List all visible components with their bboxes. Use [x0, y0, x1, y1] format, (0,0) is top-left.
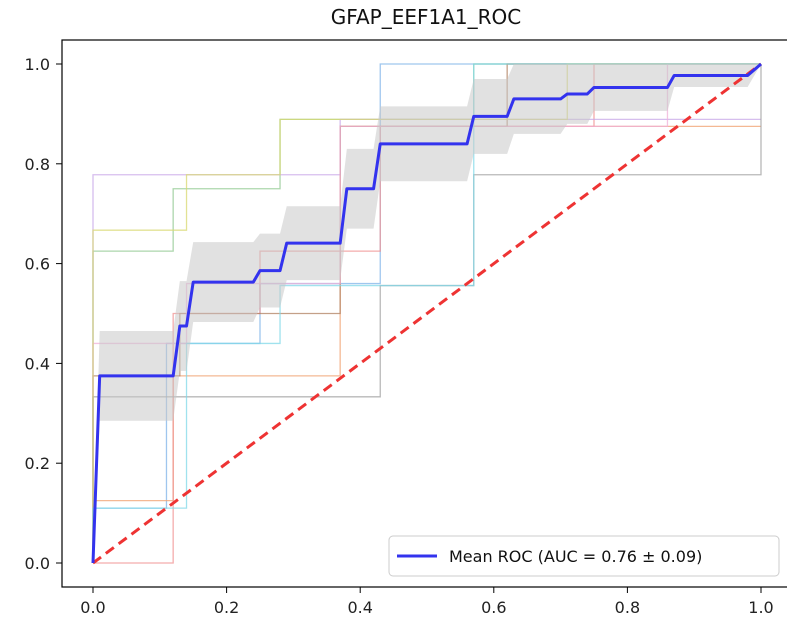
- x-tick-label: 0.0: [80, 598, 105, 617]
- fold-roc-curve-5: [92, 118, 761, 563]
- y-tick-label: 1.0: [25, 55, 50, 74]
- axes-frame: [61, 39, 787, 588]
- y-tick-label: 0.2: [25, 454, 50, 473]
- y-tick-label: 0.0: [25, 554, 50, 573]
- axis-ticks: 0.0 0.2 0.4 0.6 0.8 1.0 0.0 0.2 0.4 0.6 0.8 1.0: [25, 55, 774, 617]
- mean-roc-line: [91, 62, 762, 564]
- chance-line: [92, 62, 762, 565]
- plot-area: [91, 62, 762, 565]
- x-tick-label: 0.2: [214, 598, 239, 617]
- chart-title: GFAP_EEF1A1_ROC: [331, 5, 521, 29]
- legend-box: [388, 535, 780, 577]
- y-tick-label: 0.4: [25, 354, 50, 373]
- y-tick-label: 0.6: [25, 255, 50, 274]
- y-tick-label: 0.8: [25, 155, 50, 174]
- x-tick-label: 0.8: [615, 598, 640, 617]
- legend: Mean ROC (AUC = 0.76 ± 0.09): [388, 535, 780, 577]
- x-tick-label: 1.0: [748, 598, 773, 617]
- fold-roc-curve-2: [92, 125, 761, 563]
- std-dev-band: [93, 64, 761, 563]
- legend-label-mean-roc: Mean ROC (AUC = 0.76 ± 0.09): [449, 547, 702, 566]
- x-tick-label: 0.6: [481, 598, 506, 617]
- x-tick-label: 0.4: [347, 598, 372, 617]
